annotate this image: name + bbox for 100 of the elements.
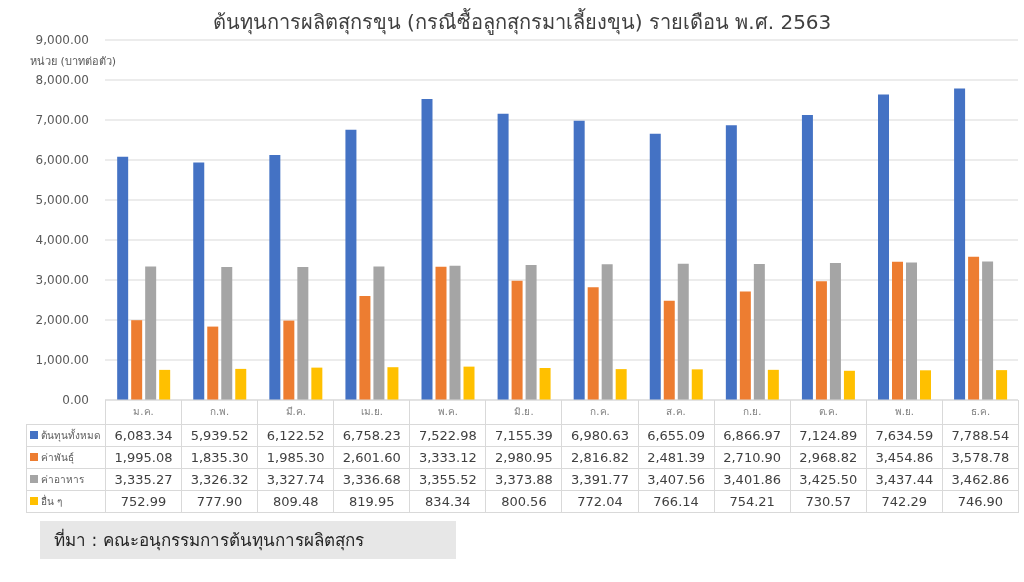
x-tick-label: ก.พ. xyxy=(181,400,258,424)
x-tick-label: ส.ค. xyxy=(638,400,715,424)
y-tick-label: 3,000.00 xyxy=(35,273,89,288)
bar xyxy=(801,115,813,400)
x-tick-label: ม.ค. xyxy=(105,400,182,424)
chart-title: ต้นทุนการผลิตสุกรขุน (กรณีซื้อลูกสุกรมาเลี้ยงขุน) รายเดือน พ.ศ. 2563 xyxy=(211,7,833,37)
bar xyxy=(892,261,904,400)
bar xyxy=(663,300,675,400)
bar xyxy=(573,120,585,400)
bar xyxy=(649,133,661,400)
y-tick-label: 9,000.00 xyxy=(35,33,89,48)
x-tick-label: ธ.ค. xyxy=(942,400,1019,424)
y-tick-label: 4,000.00 xyxy=(35,233,89,248)
bar xyxy=(615,369,627,400)
data-label: 809.48 xyxy=(257,490,334,512)
bar xyxy=(117,156,129,400)
data-label: 7,788.54 xyxy=(942,424,1019,446)
data-label: 746.90 xyxy=(942,490,1019,512)
bar xyxy=(345,129,357,400)
bar xyxy=(906,262,918,400)
data-label: 1,835.30 xyxy=(181,446,258,468)
data-label: 3,407.56 xyxy=(638,468,715,490)
bar xyxy=(221,266,233,400)
bar xyxy=(878,94,890,400)
bar xyxy=(269,155,281,400)
bar xyxy=(767,369,779,400)
y-tick-label: 8,000.00 xyxy=(35,73,89,88)
data-label: 6,980.63 xyxy=(561,424,639,446)
data-label: 3,462.86 xyxy=(942,468,1019,490)
bar xyxy=(497,113,509,400)
data-label: 777.90 xyxy=(181,490,258,512)
data-label: 3,425.50 xyxy=(790,468,867,490)
x-tick-label: เม.ย. xyxy=(333,400,410,424)
text: ที่มา : คณะอนุกรรมการต้นทุนการผลิตสุกร xyxy=(40,521,456,559)
data-label: 3,335.27 xyxy=(105,468,182,490)
data-label: 3,326.32 xyxy=(181,468,258,490)
bar xyxy=(753,263,765,400)
data-label: 3,454.86 xyxy=(866,446,943,468)
bar xyxy=(996,370,1008,400)
data-label: 754.21 xyxy=(714,490,791,512)
bar xyxy=(739,291,751,400)
x-tick-label: มิ.ย. xyxy=(485,400,562,424)
bar xyxy=(829,262,841,400)
x-tick-label: ต.ค. xyxy=(790,400,867,424)
data-label: 819.95 xyxy=(333,490,410,512)
x-tick-label: ก.ย. xyxy=(714,400,791,424)
legend-label: อื่น ๆ xyxy=(41,495,63,507)
bar xyxy=(145,266,157,400)
data-label: 3,333.12 xyxy=(409,446,486,468)
bar xyxy=(843,370,855,400)
y-tick-label: 1,000.00 xyxy=(35,353,89,368)
y-tick-label: 5,000.00 xyxy=(35,193,89,208)
data-label: 2,601.60 xyxy=(333,446,410,468)
data-label: 7,124.89 xyxy=(790,424,867,446)
bar xyxy=(815,281,827,400)
bar xyxy=(159,369,171,400)
x-tick-label: ก.ค. xyxy=(561,400,639,424)
bar xyxy=(968,256,980,400)
bar xyxy=(691,369,703,400)
data-label: 3,401.86 xyxy=(714,468,791,490)
data-label: 3,336.68 xyxy=(333,468,410,490)
data-label: 3,327.74 xyxy=(257,468,334,490)
data-label: 3,355.52 xyxy=(409,468,486,490)
y-tick-label: 6,000.00 xyxy=(35,153,89,168)
bar xyxy=(193,162,205,400)
bar xyxy=(435,266,447,400)
data-label: 2,968.82 xyxy=(790,446,867,468)
data-label: 3,373.88 xyxy=(485,468,562,490)
data-label: 3,437.44 xyxy=(866,468,943,490)
data-label: 772.04 xyxy=(561,490,639,512)
bar xyxy=(920,370,932,400)
bar xyxy=(449,265,461,400)
data-label: 3,391.77 xyxy=(561,468,639,490)
bar xyxy=(511,280,523,400)
bar xyxy=(463,366,475,400)
x-tick-label: พ.ค. xyxy=(409,400,486,424)
y-tick-label: 7,000.00 xyxy=(35,113,89,128)
bar xyxy=(207,326,219,400)
bar xyxy=(601,264,613,400)
data-label: 6,866.97 xyxy=(714,424,791,446)
y-axis-title: หน่วย (บาทต่อตัว) xyxy=(30,54,117,70)
bar xyxy=(131,320,143,400)
bar xyxy=(725,125,737,400)
bar xyxy=(373,266,385,400)
legend-label: ต้นทุนทั้งหมด xyxy=(41,429,100,441)
data-label: 7,634.59 xyxy=(866,424,943,446)
bar xyxy=(539,367,551,400)
data-label: 2,710.90 xyxy=(714,446,791,468)
bar xyxy=(311,367,323,400)
data-label: 766.14 xyxy=(638,490,715,512)
bar xyxy=(359,295,371,400)
bar xyxy=(982,261,994,400)
data-label: 1,985.30 xyxy=(257,446,334,468)
bar xyxy=(525,265,537,400)
data-label: 6,655.09 xyxy=(638,424,715,446)
data-label: 7,155.39 xyxy=(485,424,562,446)
legend-label: ค่าอาหาร xyxy=(41,473,84,485)
data-label: 7,522.98 xyxy=(409,424,486,446)
y-tick-label: 2,000.00 xyxy=(35,313,89,328)
y-tick-label: 0.00 xyxy=(62,393,89,408)
